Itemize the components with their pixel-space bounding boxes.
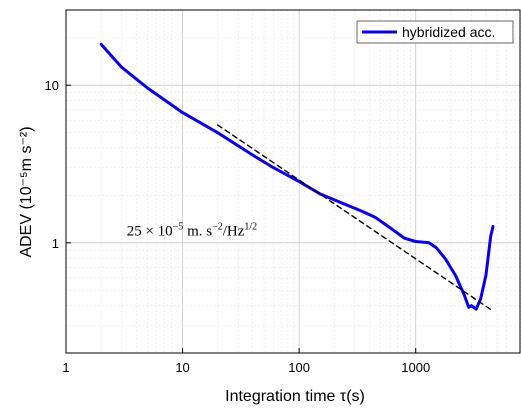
- series-line-hybridized-acc: [99, 42, 495, 311]
- slope-reference-line: [217, 124, 493, 311]
- legend-label: hybridized acc.: [402, 24, 495, 40]
- x-axis-title: Integration time τ(s): [225, 388, 365, 405]
- x-tick-label: 1: [62, 360, 69, 375]
- legend-box: [356, 20, 514, 44]
- x-tick-label: 1000: [401, 360, 430, 375]
- slope-annotation: 25 × 10−5 m. s−2/Hz1/2: [127, 221, 257, 239]
- plot-frame: [65, 9, 521, 354]
- grid: [65, 9, 521, 354]
- tick-layer: 1 10 100 1000 1 10: [45, 78, 431, 375]
- series-layer: [99, 42, 495, 311]
- x-tick-label: 10: [175, 360, 189, 375]
- y-axis-title: ADEV (10⁻⁵m s⁻²): [18, 126, 35, 257]
- x-tick-label: 100: [288, 360, 310, 375]
- y-tick-label: 10: [45, 78, 59, 93]
- y-tick-label: 1: [52, 236, 59, 251]
- legend: hybridized acc.: [356, 20, 514, 44]
